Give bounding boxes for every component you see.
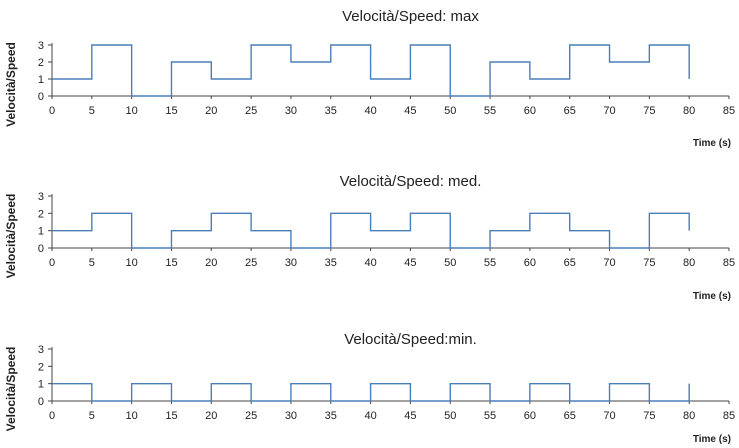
x-tick-label: 50 (444, 105, 456, 117)
x-tick-label: 65 (564, 410, 576, 422)
x-tick-label: 85 (723, 257, 735, 269)
x-tick-label: 40 (364, 105, 376, 117)
y-axis-label: Velocità/Speed (4, 194, 18, 279)
y-tick-label: 3 (38, 191, 44, 203)
x-tick-label: 5 (89, 257, 95, 269)
x-tick-label: 30 (285, 105, 297, 117)
x-tick-label: 30 (285, 257, 297, 269)
x-tick-label: 80 (683, 105, 695, 117)
chart-title: Velocità/Speed: max (342, 8, 479, 25)
y-tick-label: 2 (38, 208, 44, 220)
y-tick-label: 2 (38, 57, 44, 69)
x-tick-label: 5 (89, 105, 95, 117)
x-tick-label: 60 (524, 257, 536, 269)
y-tick-label: 0 (38, 396, 44, 408)
x-tick-label: 75 (643, 257, 655, 269)
x-tick-label: 20 (205, 105, 217, 117)
x-tick-label: 70 (603, 105, 615, 117)
x-axis-label: Time (s) (693, 434, 731, 445)
x-tick-label: 55 (484, 410, 496, 422)
x-tick-label: 35 (325, 257, 337, 269)
y-tick-label: 1 (38, 74, 44, 86)
x-tick-label: 20 (205, 410, 217, 422)
y-tick-label: 3 (38, 40, 44, 52)
y-tick-label: 1 (38, 226, 44, 238)
x-tick-label: 65 (564, 105, 576, 117)
chart-title: Velocità/Speed: med. (340, 173, 482, 190)
x-tick-label: 45 (404, 105, 416, 117)
x-tick-label: 70 (603, 410, 615, 422)
x-tick-label: 0 (49, 410, 55, 422)
x-tick-label: 15 (165, 410, 177, 422)
x-tick-label: 55 (484, 257, 496, 269)
x-tick-label: 25 (245, 105, 257, 117)
x-tick-label: 50 (444, 257, 456, 269)
y-tick-label: 0 (38, 91, 44, 103)
x-tick-label: 65 (564, 257, 576, 269)
x-axis-label: Time (s) (693, 291, 731, 302)
x-tick-label: 75 (643, 410, 655, 422)
speed-series-line (52, 382, 690, 402)
y-tick-label: 1 (38, 379, 44, 391)
x-tick-label: 0 (49, 257, 55, 269)
x-tick-label: 40 (364, 410, 376, 422)
x-tick-label: 80 (683, 257, 695, 269)
x-tick-label: 85 (723, 105, 735, 117)
x-tick-label: 85 (723, 410, 735, 422)
x-tick-label: 55 (484, 105, 496, 117)
x-tick-label: 60 (524, 410, 536, 422)
x-tick-label: 0 (49, 105, 55, 117)
x-tick-label: 40 (364, 257, 376, 269)
x-tick-label: 10 (126, 410, 138, 422)
x-tick-label: 15 (165, 105, 177, 117)
y-tick-label: 3 (38, 344, 44, 356)
y-tick-label: 0 (38, 243, 44, 255)
x-tick-label: 60 (524, 105, 536, 117)
x-tick-label: 25 (245, 257, 257, 269)
x-tick-label: 80 (683, 410, 695, 422)
x-tick-label: 15 (165, 257, 177, 269)
x-tick-label: 45 (404, 257, 416, 269)
speed-series-line (52, 44, 690, 97)
x-tick-label: 30 (285, 410, 297, 422)
x-tick-label: 5 (89, 410, 95, 422)
chart-title: Velocità/Speed:min. (344, 331, 477, 348)
x-tick-label: 10 (126, 105, 138, 117)
x-tick-label: 70 (603, 257, 615, 269)
y-axis-label: Velocità/Speed (4, 347, 18, 432)
x-axis-label: Time (s) (693, 138, 731, 149)
x-tick-label: 35 (325, 410, 337, 422)
x-tick-label: 45 (404, 410, 416, 422)
x-tick-label: 35 (325, 105, 337, 117)
x-tick-label: 25 (245, 410, 257, 422)
x-tick-label: 75 (643, 105, 655, 117)
y-axis-label: Velocità/Speed (4, 42, 18, 127)
y-tick-label: 2 (38, 361, 44, 373)
x-tick-label: 20 (205, 257, 217, 269)
x-tick-label: 50 (444, 410, 456, 422)
x-tick-label: 10 (126, 257, 138, 269)
